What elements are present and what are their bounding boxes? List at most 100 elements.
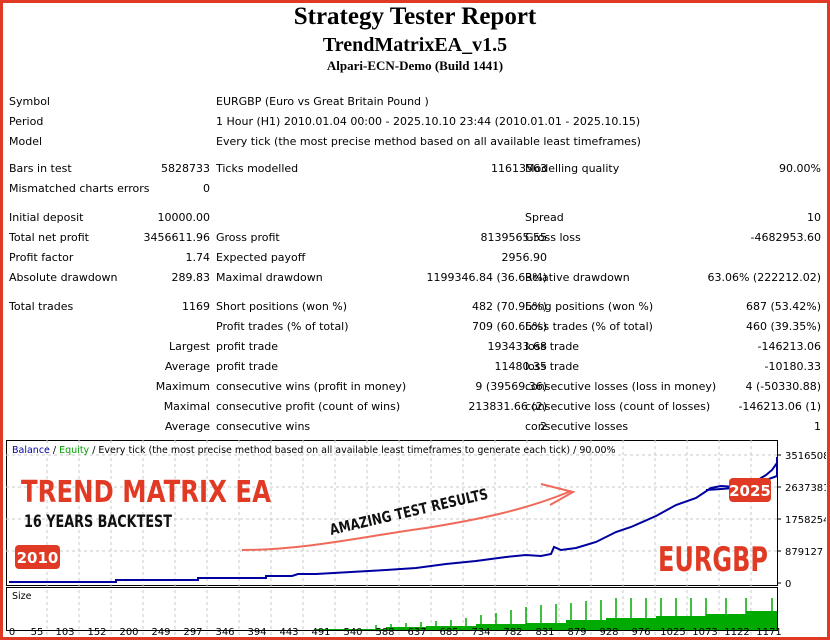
x-tick-label: 879 <box>567 627 586 637</box>
label: Average <box>164 420 210 433</box>
value: EURGBP (Euro vs Great Britain Pound ) <box>216 95 429 108</box>
x-tick-label: 152 <box>87 627 106 637</box>
x-tick-label: 443 <box>279 627 298 637</box>
y-tick-label: 0 <box>785 579 791 590</box>
value: 5828733 <box>161 162 210 175</box>
x-tick-label: 1171 <box>756 627 781 637</box>
report-title: Strategy Tester Report <box>293 3 537 30</box>
x-tick-label: 1025 <box>660 627 685 637</box>
x-tick-label: 782 <box>503 627 522 637</box>
row-total-trades: Total trades 1169 Short positions (won %… <box>9 297 821 317</box>
label: Spread <box>525 211 564 224</box>
value: 213831.66 (2) <box>468 400 547 413</box>
legend-separator: / <box>50 445 59 456</box>
overlay-subheadline: 16 YEARS BACKTEST <box>24 512 172 532</box>
value: 460 (39.35%) <box>745 320 821 333</box>
end-year-label: 2025 <box>729 482 771 500</box>
x-tick-label: 637 <box>407 627 426 637</box>
row-symbol: Symbol EURGBP (Euro vs Great Britain Pou… <box>9 92 821 112</box>
label: consecutive losses <box>525 420 629 433</box>
value: 1169 <box>182 300 210 313</box>
label: Profit trades (% of total) <box>216 320 349 333</box>
x-tick-label: 928 <box>599 627 618 637</box>
value: 193433.68 <box>487 340 548 353</box>
label: Mismatched charts errors <box>9 182 150 195</box>
y-tick-label: 2637381 <box>785 483 826 494</box>
overlay-symbol: EURGBP <box>658 540 768 580</box>
label: loss trade <box>525 340 580 353</box>
label: Gross profit <box>216 231 280 244</box>
value: 0 <box>203 182 210 195</box>
value: 289.83 <box>171 271 211 284</box>
x-tick-label: 249 <box>151 627 170 637</box>
row-average: Average profit trade 11480.35 loss trade… <box>9 357 821 377</box>
value: 90.00% <box>779 162 821 175</box>
label: consecutive wins <box>216 420 311 433</box>
label: profit trade <box>216 340 279 353</box>
value: -10180.33 <box>764 360 821 373</box>
x-tick-label: 491 <box>311 627 330 637</box>
y-axis: 3516508 2637381 1758254 879127 0 <box>777 451 830 590</box>
value: -146213.06 <box>757 340 821 353</box>
y-tick-label: 1758254 <box>785 515 826 526</box>
label: Expected payoff <box>216 251 306 264</box>
value: 2956.90 <box>501 251 548 264</box>
x-tick-label: 685 <box>439 627 458 637</box>
value: 4 (-50330.88) <box>745 380 821 393</box>
label: Maximum <box>155 380 210 393</box>
start-year-label: 2010 <box>17 549 59 567</box>
label: Short positions (won %) <box>216 300 348 313</box>
label: consecutive loss (count of losses) <box>525 400 711 413</box>
value: -146213.06 (1) <box>738 400 821 413</box>
value: 11613563 <box>491 162 547 175</box>
label: Total trades <box>9 300 74 313</box>
value: 11480.35 <box>494 360 548 373</box>
balance-chart: 3516508 2637381 1758254 879127 0 Balance… <box>6 440 830 638</box>
label: Symbol <box>9 95 50 108</box>
x-tick-label: 200 <box>119 627 138 637</box>
x-tick-label: 1122 <box>724 627 749 637</box>
value: 1 Hour (H1) 2010.01.04 00:00 - 2025.10.1… <box>216 115 641 128</box>
start-year-badge <box>15 545 60 569</box>
row-profit-factor: Profit factor 1.74 Expected payoff 2956.… <box>9 248 821 268</box>
value: Every tick (the most precise method base… <box>216 135 641 148</box>
label: Profit factor <box>9 251 74 264</box>
x-tick-label: 1073 <box>692 627 717 637</box>
label: Initial deposit <box>9 211 84 224</box>
overlay-headline: TREND MATRIX EA <box>21 475 272 510</box>
equity-plot-area <box>6 440 778 586</box>
row-profit-trades: Profit trades (% of total) 709 (60.65%) … <box>9 317 821 337</box>
label: Absolute drawdown <box>9 271 118 284</box>
value: 482 (70.95%) <box>471 300 547 313</box>
label: Loss trades (% of total) <box>525 320 653 333</box>
value: 687 (53.42%) <box>745 300 821 313</box>
x-tick-label: 103 <box>55 627 74 637</box>
label: Average <box>164 360 210 373</box>
x-tick-label: 734 <box>471 627 490 637</box>
label: Period <box>9 115 44 128</box>
row-drawdown: Absolute drawdown 289.83 Maximal drawdow… <box>9 268 821 288</box>
label: consecutive losses (loss in money) <box>525 380 717 393</box>
row-largest: Largest profit trade 193433.68 loss trad… <box>9 337 821 357</box>
value: 1199346.84 (36.63%) <box>426 271 547 284</box>
row-maximal: Maximal consecutive profit (count of win… <box>9 397 821 417</box>
label: Bars in test <box>9 162 72 175</box>
label: Long positions (won %) <box>525 300 654 313</box>
label: Modelling quality <box>525 162 620 175</box>
row-net-profit: Total net profit 3456611.96 Gross profit… <box>9 228 821 248</box>
value: 10 <box>807 211 821 224</box>
value: 709 (60.65%) <box>471 320 547 333</box>
label: Gross loss <box>525 231 581 244</box>
size-label: Size <box>12 591 32 602</box>
x-axis: 0 55 103 152 200 249 297 346 394 443 491… <box>9 627 782 638</box>
x-tick-label: 297 <box>183 627 202 637</box>
label: Largest <box>169 340 210 353</box>
value: 2 <box>540 420 547 433</box>
value: 1.74 <box>185 251 211 264</box>
value: 10000.00 <box>157 211 211 224</box>
size-plot-area <box>6 587 778 631</box>
row-period: Period 1 Hour (H1) 2010.01.04 00:00 - 20… <box>9 112 821 132</box>
legend-description: / Every tick (the most precise method ba… <box>89 445 615 456</box>
chart-legend: Balance / Equity / Every tick (the most … <box>12 445 616 456</box>
x-tick-label: 588 <box>375 627 394 637</box>
